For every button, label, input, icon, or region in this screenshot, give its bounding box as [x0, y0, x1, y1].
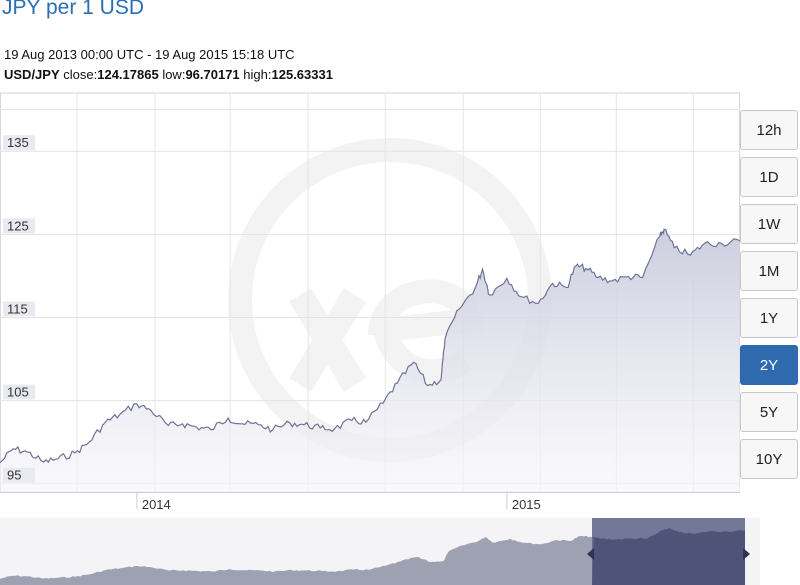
- navigator-handle-left[interactable]: [587, 548, 594, 560]
- price-chart[interactable]: 95 105 115 125 135 2014 2015: [0, 85, 740, 515]
- period-selector: 12h 1D 1W 1M 1Y 2Y 5Y 10Y: [740, 110, 798, 486]
- pair-label: USD/JPY: [4, 67, 60, 82]
- page-title: JPY per 1 USD: [2, 0, 145, 19]
- x-tick-label: 2014: [142, 497, 171, 512]
- low-label: low:: [162, 67, 186, 82]
- price-area: [0, 229, 740, 493]
- y-tick-label-bg: [3, 218, 35, 234]
- period-button-1m[interactable]: 1M: [740, 251, 798, 291]
- period-button-1w[interactable]: 1W: [740, 204, 798, 244]
- y-tick-label-bg: [3, 135, 35, 151]
- date-range: 19 Aug 2013 00:00 UTC - 19 Aug 2015 15:1…: [4, 47, 295, 62]
- period-button-2y[interactable]: 2Y: [740, 345, 798, 385]
- y-tick-label: 95: [7, 468, 21, 483]
- x-axis: 2014 2015: [0, 492, 740, 512]
- price-stats: USD/JPY close:124.17865 low:96.70171 hig…: [4, 67, 333, 82]
- period-button-10y[interactable]: 10Y: [740, 439, 798, 479]
- price-line: [0, 228, 740, 464]
- y-tick-label-bg: [3, 384, 35, 400]
- period-button-1d[interactable]: 1D: [740, 157, 798, 197]
- y-tick-label-bg: [3, 467, 35, 483]
- period-button-1y[interactable]: 1Y: [740, 298, 798, 338]
- navigator-area: [0, 528, 745, 585]
- high-label: high:: [243, 67, 272, 82]
- period-button-5y[interactable]: 5Y: [740, 392, 798, 432]
- y-axis: 95 105 115 125 135: [3, 135, 35, 483]
- high-value: 125.63331: [271, 67, 333, 82]
- range-navigator[interactable]: [0, 518, 760, 585]
- y-tick-label: 125: [7, 218, 29, 233]
- y-tick-label: 105: [7, 385, 29, 400]
- y-tick-label: 135: [7, 135, 29, 150]
- close-label: close:: [63, 67, 98, 82]
- period-button-12h[interactable]: 12h: [740, 110, 798, 150]
- close-value: 124.17865: [97, 67, 159, 82]
- y-tick-label-bg: [3, 301, 35, 317]
- navigator-handle-right[interactable]: [743, 548, 750, 560]
- low-value: 96.70171: [185, 67, 240, 82]
- navigator-selected-area: [592, 528, 745, 585]
- x-tick-label: 2015: [512, 497, 541, 512]
- y-tick-label: 115: [7, 301, 28, 316]
